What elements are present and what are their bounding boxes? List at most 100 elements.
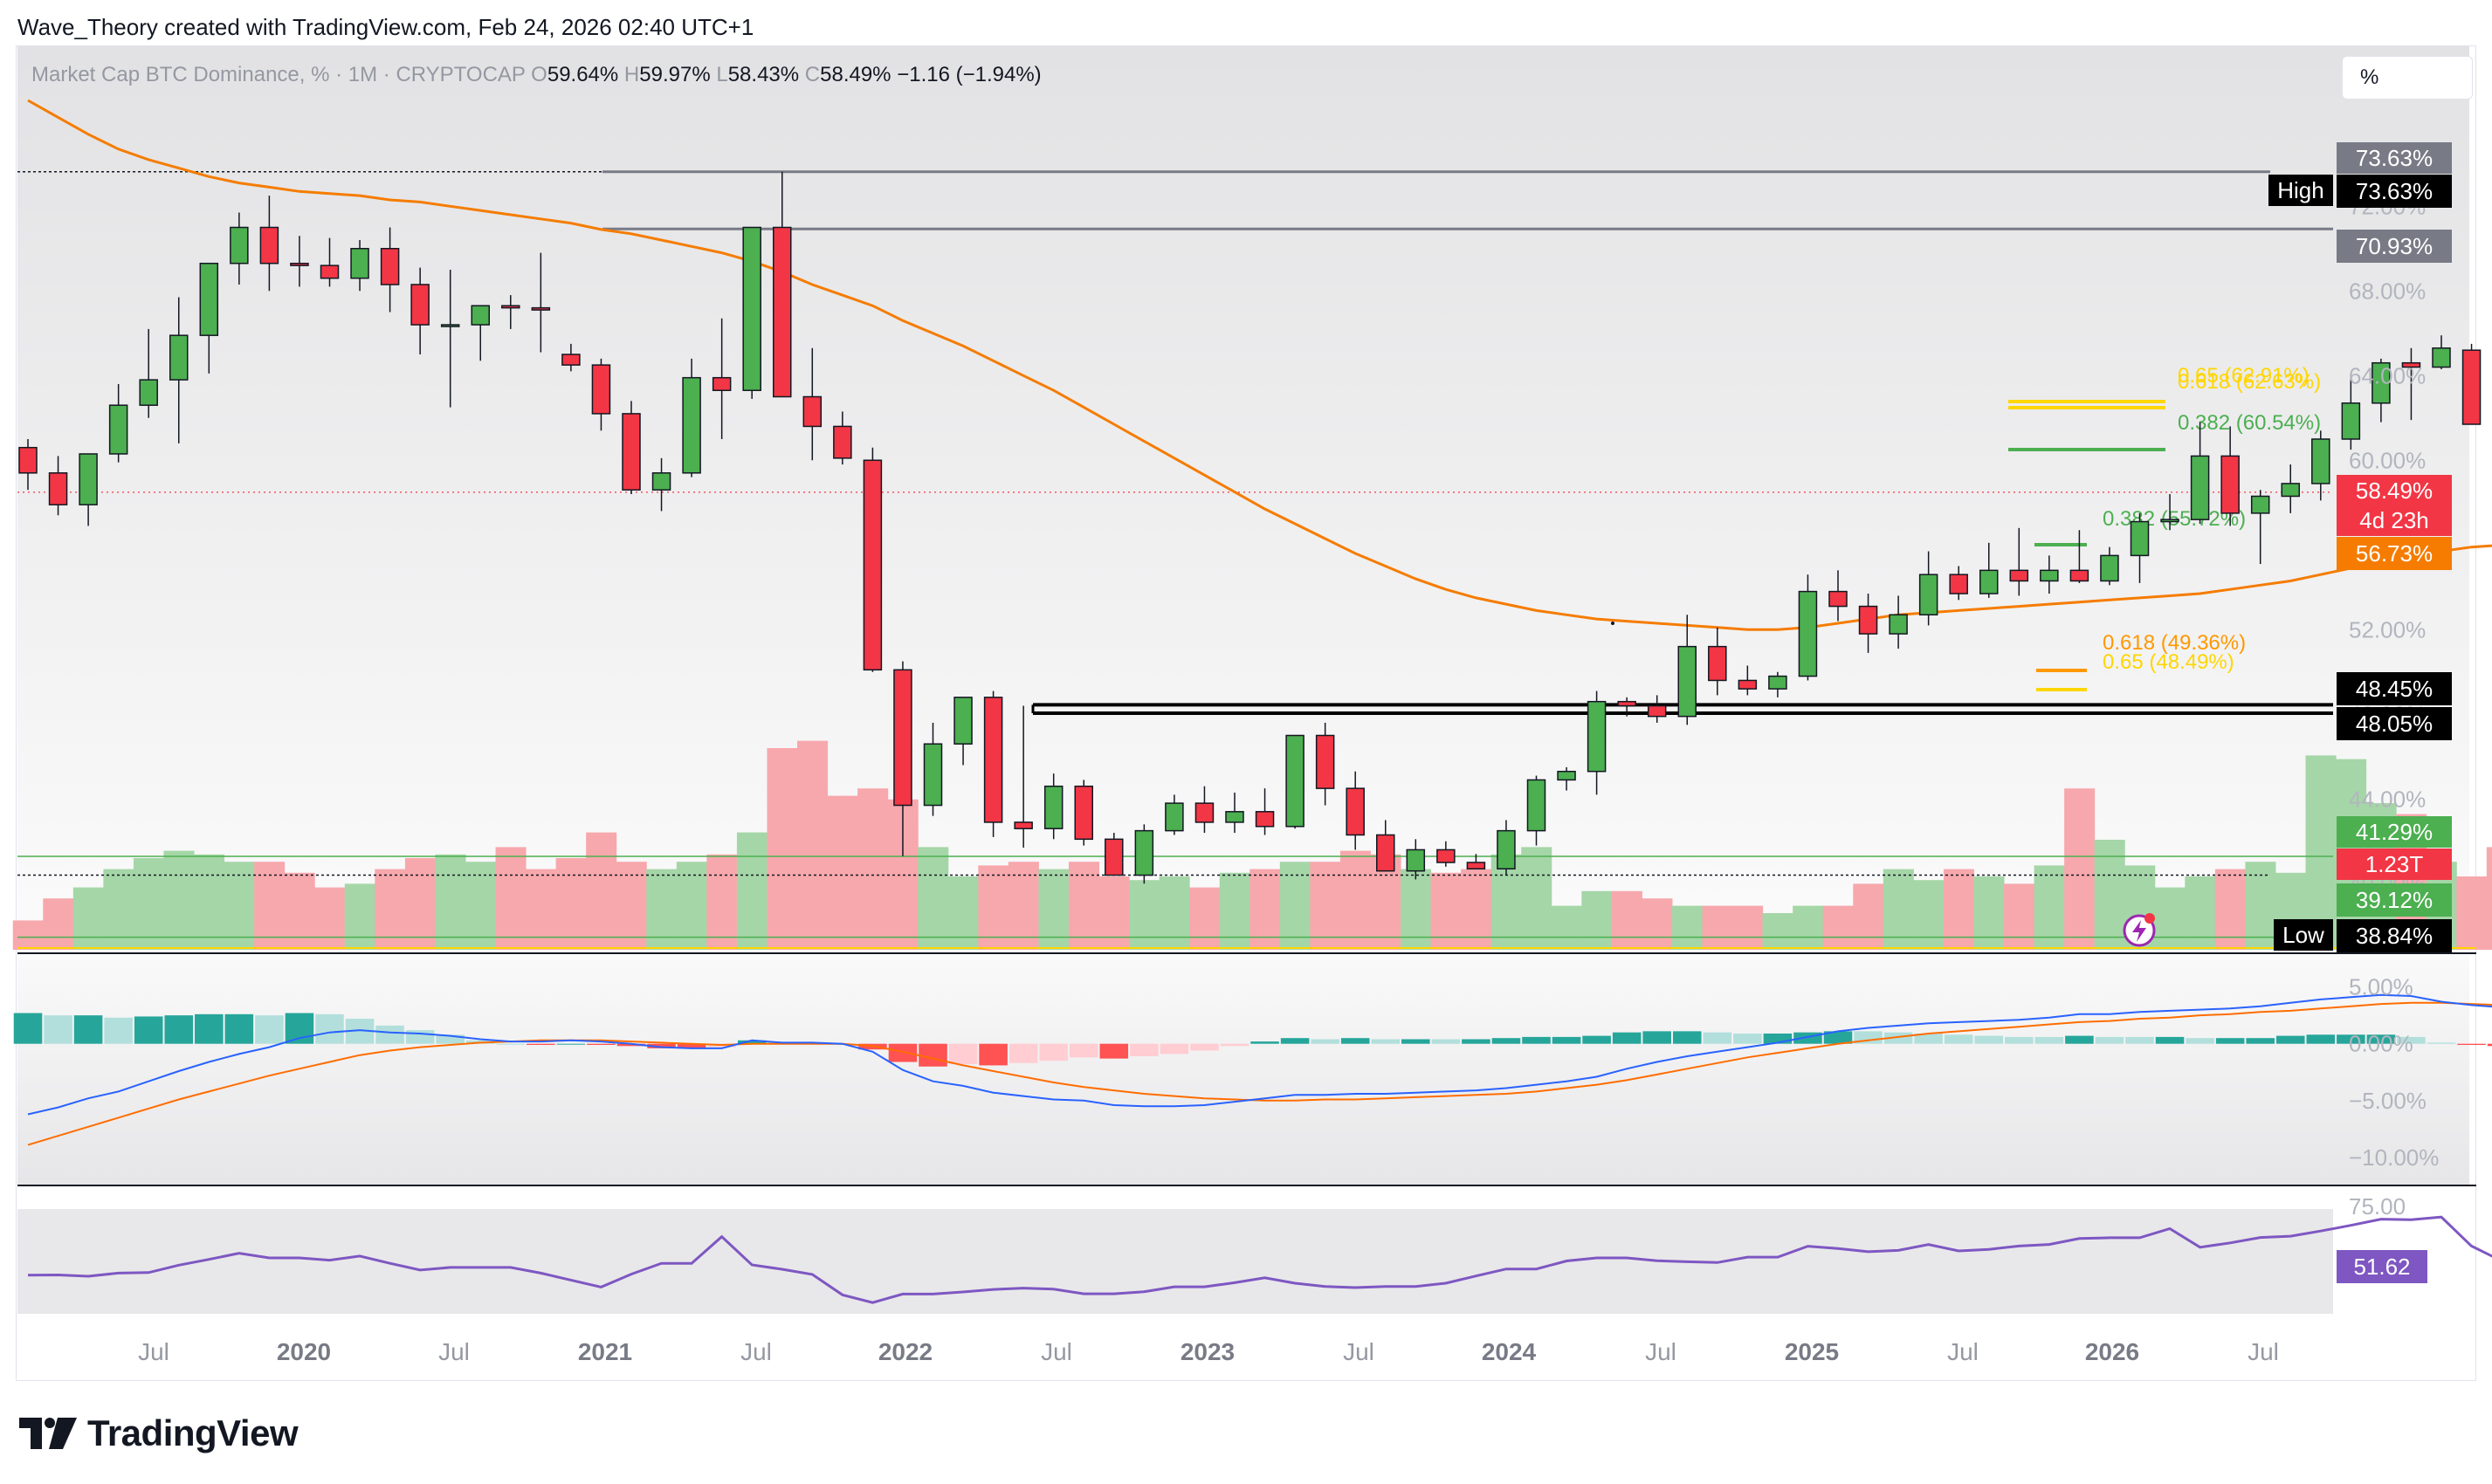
macd-histogram-bar [134,1016,163,1044]
candle-body [1466,862,1486,870]
candle-body [1225,811,1244,823]
price-badge [2337,707,2452,740]
candle-body [79,453,98,505]
marker-dot [1611,622,1614,625]
y-tick-label: 52.00% [2349,616,2426,642]
macd-histogram-bar [2215,1038,2245,1044]
fib-label: 0.618 (49.36%) [2103,631,2246,655]
macd-histogram-bar [2065,1035,2094,1044]
macd-histogram-bar [1883,1032,1913,1044]
macd-histogram-bar [164,1015,194,1044]
candle-body [1376,834,1395,872]
volume-bar [1611,890,1642,950]
volume-bar [1038,869,1070,950]
volume-bar [1551,905,1582,950]
candle-body [923,743,943,807]
volume-bar [1702,905,1733,950]
price-badge-text: 56.73% [2356,540,2433,567]
low-value: 58.43% [727,63,800,86]
macd-histogram-bar [2125,1036,2154,1044]
candle-body [1557,770,1576,781]
volume-bar [1249,869,1281,950]
macd-tick-label: −5.00% [2349,1088,2427,1114]
low-label: L [716,63,728,86]
volume-bar [2154,887,2186,950]
price-badge [2337,505,2452,536]
volume-bar [706,854,738,950]
scale-mode-button[interactable]: % [2342,56,2473,100]
macd-histogram-bar [405,1030,435,1044]
candle-body [1134,829,1154,876]
volume-bar [857,788,889,950]
price-badge [2337,230,2452,263]
price-badge-text: 48.45% [2356,676,2433,702]
candle-body [1889,614,1908,635]
macd-histogram-bar [1582,1035,1611,1044]
macd-histogram-bar [224,1013,254,1044]
candle-body [1798,590,1818,677]
candle-body [773,226,792,398]
rsi-badge [2337,1250,2427,1283]
volume-bar [736,832,768,950]
candle-body [953,697,973,745]
macd-histogram-bar [1642,1031,1671,1044]
macd-histogram-bar [888,1043,918,1062]
alert-icon[interactable] [2123,913,2156,947]
price-badge-text: 4d 23h [2359,507,2429,533]
candle-body [1043,785,1064,829]
rsi-tick-label: 75.00 [2349,1193,2406,1219]
volume-bar [344,883,375,950]
macd-histogram-bar [2397,1036,2426,1044]
symbol-label: Market Cap BTC Dominance, % · 1M · CRYPT… [31,63,526,86]
volume-bar [1159,876,1190,950]
macd-histogram-bar [2487,1043,2492,1047]
price-badge-text: 39.12% [2356,887,2433,913]
candle-body [1587,700,1607,773]
macd-histogram-bar [1462,1039,1490,1044]
macd-histogram-bar [1190,1043,1219,1051]
candle-body [983,697,1003,823]
candle-body [169,334,189,381]
macd-histogram-bar [1160,1043,1189,1055]
candle-body [1194,802,1215,823]
macd-histogram-bar [2306,1034,2336,1044]
candle-body [802,395,823,428]
candle-body [1677,645,1697,718]
candle-body [1105,838,1124,876]
tradingview-logo-icon [19,1418,77,1449]
macd-histogram-bar [979,1043,1008,1066]
candle-body [1436,848,1456,863]
candle-body [2069,569,2089,582]
x-tick-label: 2025 [1785,1338,1839,1365]
close-label: C [804,63,821,86]
x-tick-label: Jul [1645,1338,1676,1365]
candle-body [320,265,340,279]
chart-canvas[interactable]: 0.618 (62.63%)0.65 (62.91%) 0.382 (60.54%… [0,0,2492,1397]
candle-body [2160,519,2179,523]
macd-histogram-bar [2337,1034,2365,1044]
price-badge-text: 70.93% [2356,233,2433,259]
volume-bar [435,854,466,950]
volume-bar [1189,887,1221,950]
volume-bar [224,862,255,950]
price-badge-text: 48.05% [2356,711,2433,737]
volume-bar [2305,755,2337,950]
candle-body [1647,704,1667,718]
volume-bar [616,862,647,950]
macd-histogram-bar [2246,1038,2275,1044]
rsi-band [17,1209,2333,1314]
macd-histogram-bar [1311,1039,1339,1044]
volume-bar [103,869,134,950]
volume-bar [2034,865,2065,950]
macd-histogram-bar [2034,1036,2064,1044]
candle-body [2281,483,2300,498]
volume-bar [978,865,1009,950]
candle-body [712,376,732,391]
volume-bar [2486,847,2492,950]
macd-histogram-bar [1552,1036,1581,1044]
candle-body [531,306,551,311]
macd-histogram-bar [2155,1036,2185,1044]
macd-histogram-bar [315,1013,344,1044]
macd-histogram-bar [527,1043,555,1045]
candle-body [1406,848,1426,872]
